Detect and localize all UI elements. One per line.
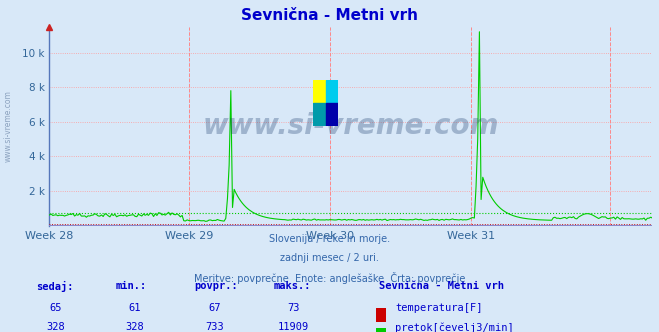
- Text: 65: 65: [50, 303, 62, 313]
- Text: min.:: min.:: [115, 281, 146, 290]
- Bar: [313, 103, 326, 126]
- Text: Sevnična - Metni vrh: Sevnična - Metni vrh: [241, 8, 418, 23]
- Text: 61: 61: [129, 303, 141, 313]
- Text: temperatura[F]: temperatura[F]: [395, 303, 483, 313]
- Text: 328: 328: [47, 322, 65, 332]
- Text: 11909: 11909: [277, 322, 309, 332]
- Bar: [326, 80, 338, 103]
- Bar: [326, 103, 338, 126]
- Text: sedaj:: sedaj:: [36, 281, 74, 291]
- Text: 67: 67: [208, 303, 220, 313]
- Text: Sevnična - Metni vrh: Sevnična - Metni vrh: [379, 281, 504, 290]
- Text: maks.:: maks.:: [273, 281, 311, 290]
- Bar: [313, 80, 326, 103]
- Text: www.si-vreme.com: www.si-vreme.com: [4, 90, 13, 162]
- Text: www.si-vreme.com: www.si-vreme.com: [203, 112, 499, 140]
- Text: zadnji mesec / 2 uri.: zadnji mesec / 2 uri.: [280, 253, 379, 263]
- Text: 328: 328: [126, 322, 144, 332]
- Text: 73: 73: [287, 303, 299, 313]
- Text: pretok[čevelj3/min]: pretok[čevelj3/min]: [395, 322, 514, 332]
- Text: Slovenija / reke in morje.: Slovenija / reke in morje.: [269, 234, 390, 244]
- Text: 733: 733: [205, 322, 223, 332]
- Text: Meritve: povprečne  Enote: anglešaške  Črta: povprečje: Meritve: povprečne Enote: anglešaške Črt…: [194, 272, 465, 284]
- Text: povpr.:: povpr.:: [194, 281, 238, 290]
